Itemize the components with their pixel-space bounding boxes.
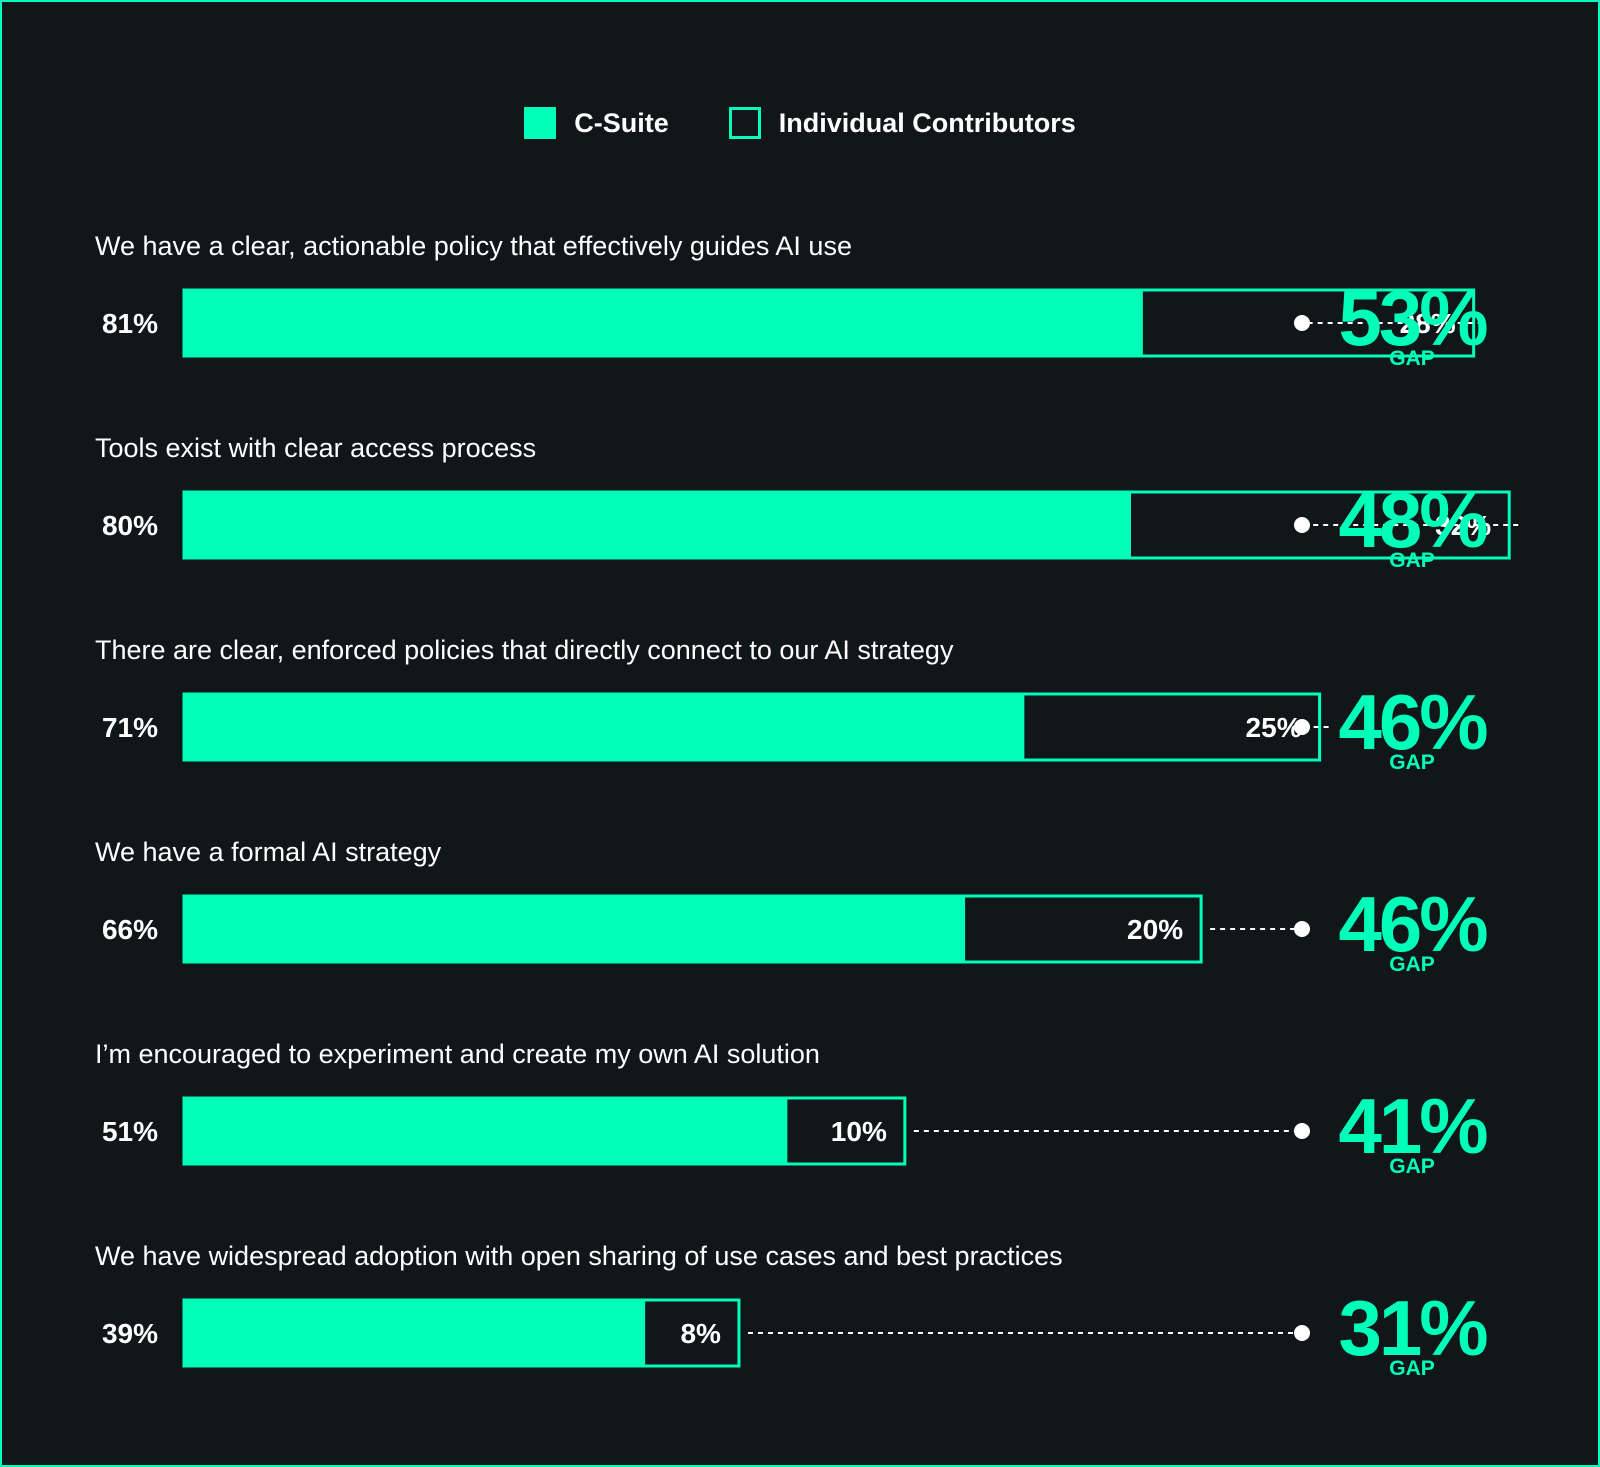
c-suite-value-label: 81%: [102, 308, 158, 339]
individual-contributors-value-label: 25%: [1246, 712, 1302, 743]
question-label: There are clear, enforced policies that …: [95, 635, 954, 665]
legend-label-individual-contributors: Individual Contributors: [778, 107, 1076, 138]
gap-connector-dot: [1294, 1325, 1310, 1341]
gap-value: 46%: [1338, 678, 1487, 766]
gap-connector-dot: [1294, 517, 1310, 533]
c-suite-bar: [183, 1096, 788, 1166]
gap-connector-dot: [1294, 921, 1310, 937]
gap-value: 53%: [1338, 274, 1487, 362]
question-label: We have a clear, actionable policy that …: [95, 231, 852, 261]
c-suite-bar: [183, 1298, 646, 1368]
gap-label: GAP: [1389, 751, 1435, 774]
question-label: We have widespread adoption with open sh…: [95, 1241, 1063, 1271]
legend-swatch-individual-contributors: [728, 107, 761, 139]
gap-label: GAP: [1389, 1357, 1435, 1380]
gap-label: GAP: [1389, 347, 1435, 370]
question-label: I’m encouraged to experiment and create …: [95, 1039, 820, 1069]
c-suite-value-label: 80%: [102, 510, 158, 541]
gap-connector-dot: [1294, 719, 1310, 735]
legend-item-individual-contributors: Individual Contributors: [728, 107, 1076, 139]
c-suite-bar: [183, 894, 966, 964]
c-suite-value-label: 39%: [102, 1318, 158, 1349]
individual-contributors-value-label: 8%: [680, 1318, 721, 1349]
question-label: Tools exist with clear access process: [95, 433, 536, 463]
gap-label: GAP: [1389, 1155, 1435, 1178]
gap-connector-dot: [1294, 315, 1310, 331]
legend-label-c-suite: C-Suite: [574, 107, 669, 138]
legend-item-c-suite: C-Suite: [524, 107, 669, 139]
gap-value: 31%: [1338, 1284, 1487, 1372]
c-suite-value-label: 71%: [102, 712, 158, 743]
gap-connector-dot: [1294, 1123, 1310, 1139]
question-label: We have a formal AI strategy: [95, 837, 442, 867]
c-suite-bar: [183, 490, 1131, 560]
gap-label: GAP: [1389, 549, 1435, 572]
c-suite-value-label: 66%: [102, 914, 158, 945]
legend: C-Suite Individual Contributors: [0, 107, 1600, 139]
gap-value: 48%: [1338, 476, 1487, 564]
gap-value: 46%: [1338, 880, 1487, 968]
individual-contributors-value-label: 20%: [1127, 914, 1183, 945]
gap-value: 41%: [1338, 1082, 1487, 1170]
c-suite-bar: [183, 692, 1025, 762]
legend-swatch-c-suite: [524, 107, 557, 139]
c-suite-value-label: 51%: [102, 1116, 158, 1147]
individual-contributors-value-label: 10%: [831, 1116, 887, 1147]
gap-label: GAP: [1389, 953, 1435, 976]
c-suite-bar: [183, 288, 1143, 358]
